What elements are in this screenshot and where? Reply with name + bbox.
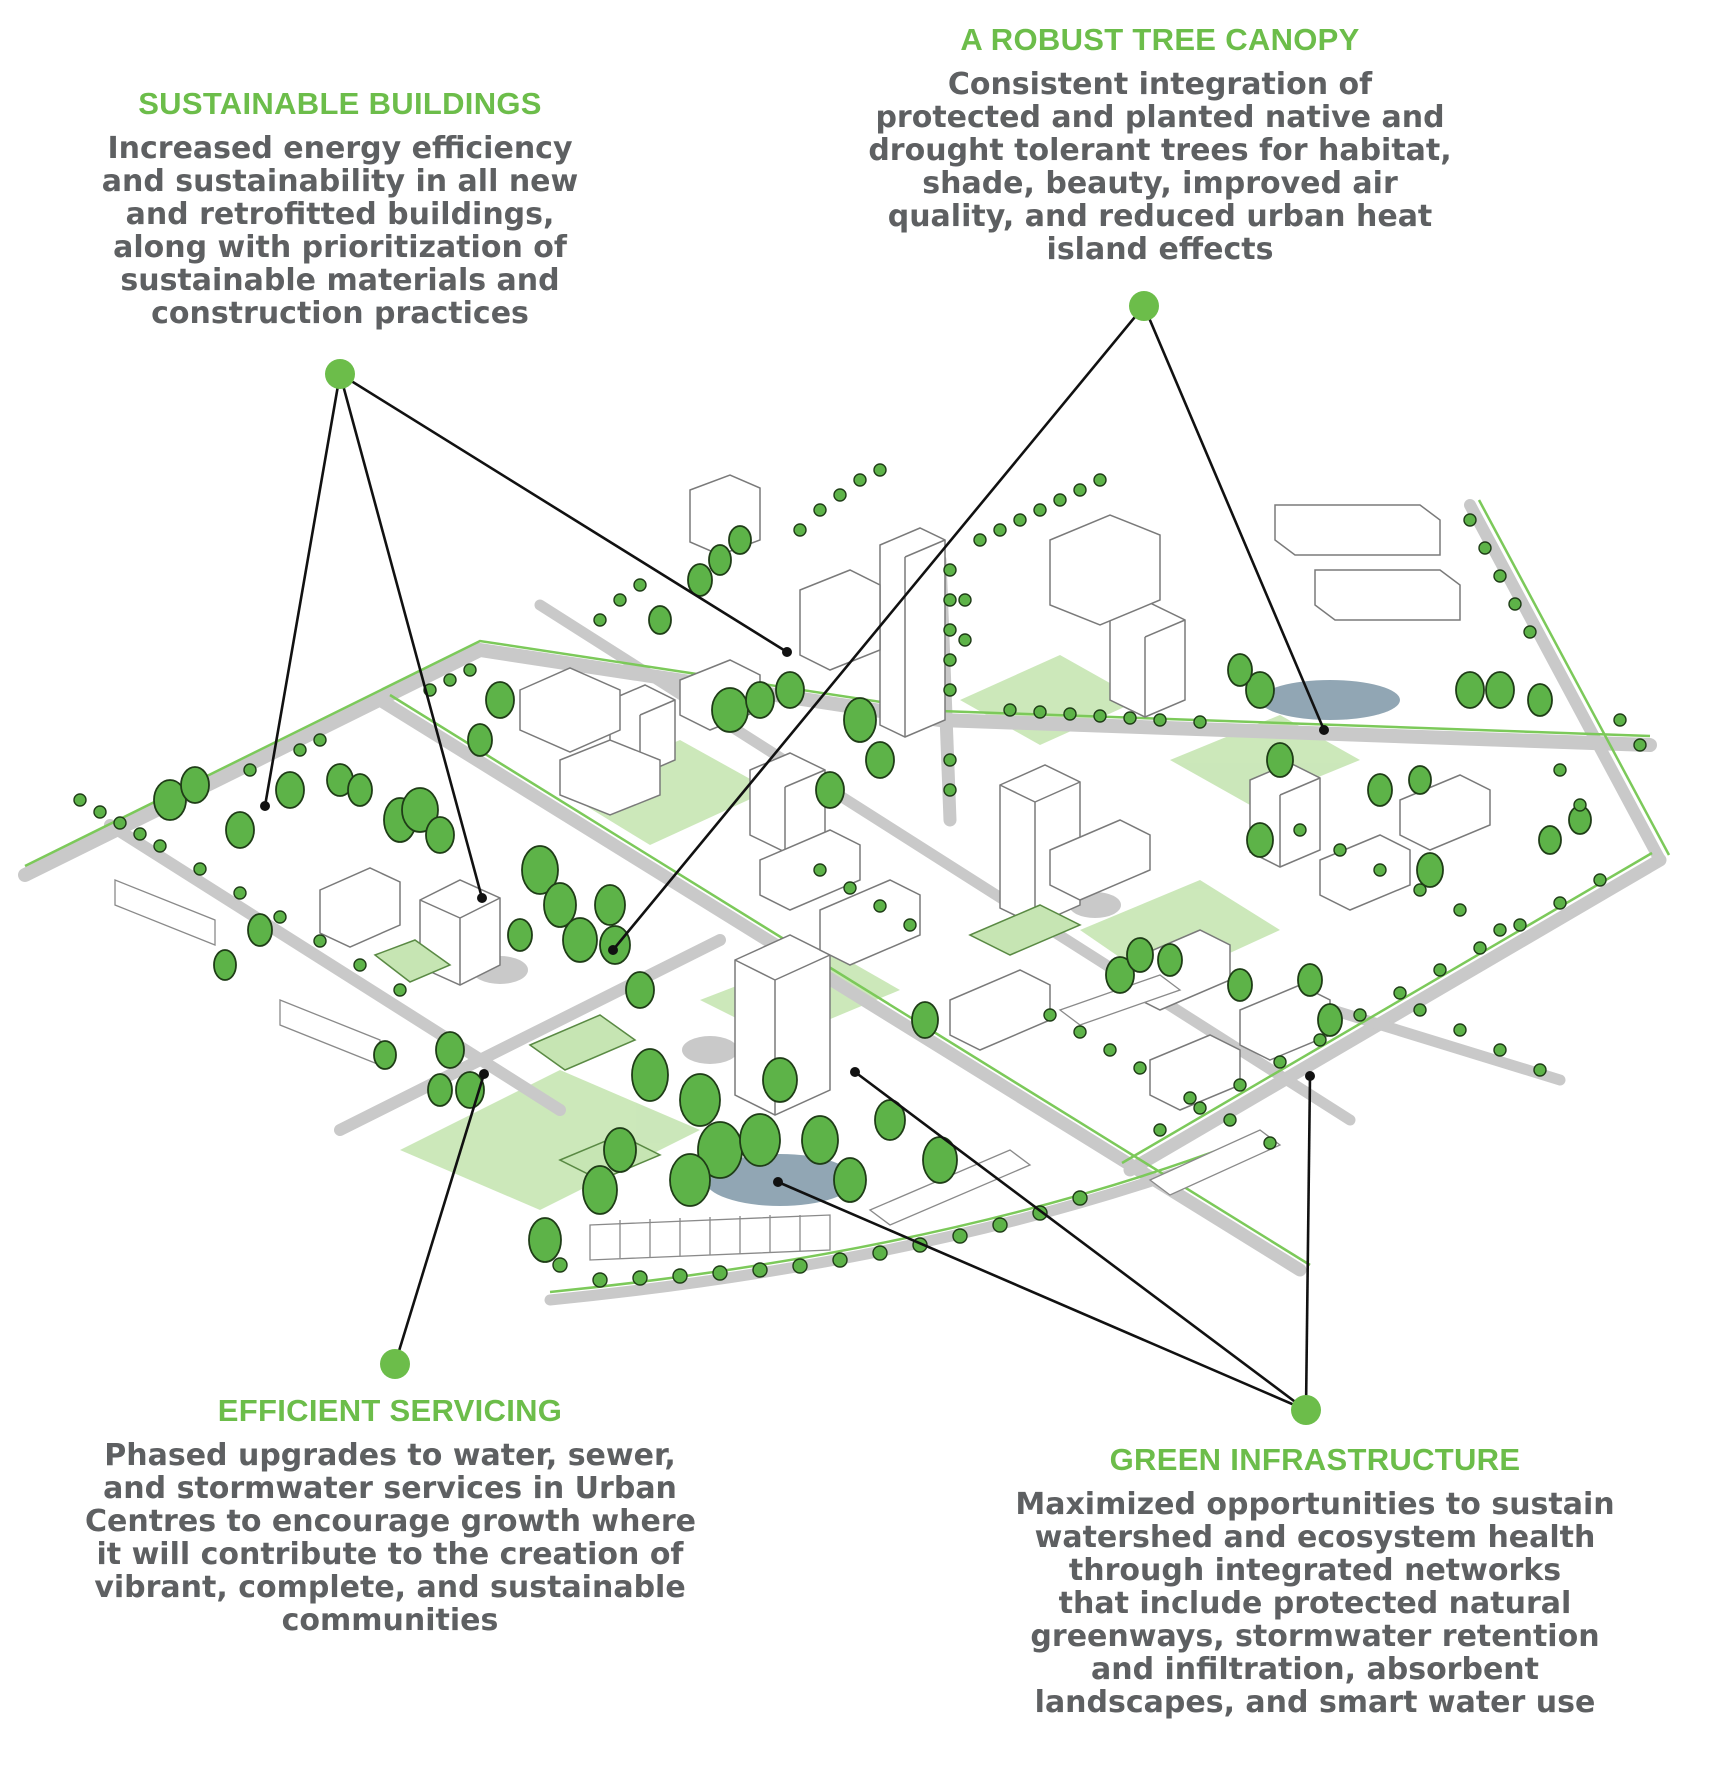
callout-efficient-servicing: EFFICIENT SERVICING Phased upgrades to w…: [85, 1393, 696, 1638]
callout-line: and infiltration, absorbent: [1091, 1652, 1539, 1687]
callout-line: and sustainability in all new: [101, 164, 579, 199]
callout-body: Maximized opportunities to sustain water…: [1010, 1488, 1620, 1719]
street-trees: [73, 463, 1647, 1288]
callout-line: communities: [281, 1603, 499, 1638]
callout-body: Consistent integration of protected and …: [860, 68, 1460, 266]
efficient-servicing-marker: [380, 1349, 410, 1379]
callout-line: Consistent integration of: [947, 67, 1373, 102]
callout-heading: EFFICIENT SERVICING: [217, 1393, 563, 1428]
water-features: [705, 680, 1400, 1206]
callout-line: island effects: [1046, 232, 1274, 267]
callout-line: and stormwater services in Urban: [103, 1471, 677, 1506]
callout-heading: SUSTAINABLE BUILDINGS: [138, 86, 542, 121]
callout-line: watershed and ecosystem health: [1034, 1520, 1596, 1555]
callout-green-infrastructure: GREEN INFRASTRUCTURE Maximized opportuni…: [1010, 1442, 1620, 1719]
callout-body: Phased upgrades to water, sewer, and sto…: [85, 1438, 696, 1638]
callout-markers: [325, 291, 1321, 1425]
callout-line: vibrant, complete, and sustainable: [94, 1570, 686, 1605]
callout-line: Centres to encourage growth where: [85, 1504, 696, 1539]
leader-endpoints: [260, 647, 1329, 1187]
callout-line: construction practices: [151, 296, 529, 331]
callout-line: along with prioritization of: [113, 230, 567, 265]
callout-line: drought tolerant trees for habitat,: [868, 133, 1452, 168]
callout-line: it will contribute to the creation of: [96, 1537, 684, 1572]
callout-line: protected and planted native and: [875, 100, 1445, 135]
callout-heading: A ROBUST TREE CANOPY: [960, 22, 1360, 57]
callout-body: Increased energy efficiency and sustaina…: [90, 132, 590, 330]
callout-line: shade, beauty, improved air: [922, 166, 1398, 201]
callout-line: landscapes, and smart water use: [1034, 1685, 1596, 1720]
tree-canopy-marker: [1129, 291, 1159, 321]
callout-line: and retrofitted buildings,: [125, 197, 555, 232]
sustainable-buildings-marker: [325, 359, 355, 389]
callout-sustainable-buildings: SUSTAINABLE BUILDINGS Increased energy e…: [90, 86, 590, 330]
callout-line: Increased energy efficiency: [107, 131, 573, 166]
callout-line: Maximized opportunities to sustain: [1015, 1487, 1615, 1522]
callout-line: Phased upgrades to water, sewer,: [104, 1438, 676, 1473]
callout-line: quality, and reduced urban heat: [887, 199, 1433, 234]
trees: [153, 525, 1592, 1263]
callout-heading: GREEN INFRASTRUCTURE: [1109, 1442, 1521, 1477]
callout-line: sustainable materials and: [120, 263, 560, 298]
leader-lines: [263, 305, 1326, 1412]
green-infrastructure-marker: [1291, 1395, 1321, 1425]
callout-line: that include protected natural: [1058, 1586, 1572, 1621]
callout-tree-canopy: A ROBUST TREE CANOPY Consistent integrat…: [860, 22, 1460, 266]
callout-line: greenways, stormwater retention: [1030, 1619, 1600, 1654]
callout-line: through integrated networks: [1068, 1553, 1562, 1588]
